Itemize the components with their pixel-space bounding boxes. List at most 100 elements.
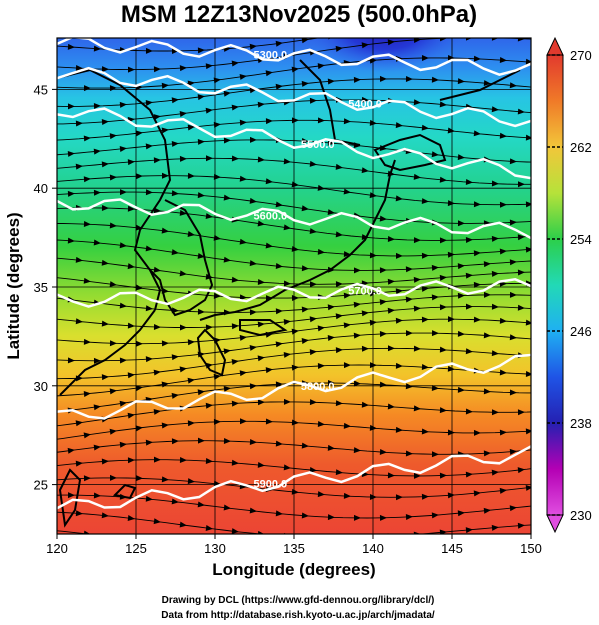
streamline-arrow xyxy=(361,96,369,103)
streamline-arrow xyxy=(205,402,213,409)
streamline-arrow xyxy=(197,501,205,508)
streamline-arrow xyxy=(335,400,343,407)
streamline-arrow xyxy=(343,292,351,299)
contour-label: 5400.0 xyxy=(348,99,382,111)
streamline-arrow xyxy=(275,308,283,315)
streamline-arrow xyxy=(343,188,351,195)
streamline-arrow xyxy=(223,137,231,144)
streamline-arrow xyxy=(354,28,362,35)
streamline-arrow xyxy=(283,224,291,231)
streamline-arrow xyxy=(431,330,439,337)
streamline-arrow xyxy=(379,381,387,388)
streamline-arrow xyxy=(187,231,195,237)
streamline-arrow xyxy=(231,60,239,67)
streamline-arrow xyxy=(413,472,421,479)
streamline-arrow xyxy=(83,176,91,183)
streamline-arrow xyxy=(447,429,455,436)
streamline-arrow xyxy=(509,505,517,512)
streamline-arrow xyxy=(187,172,195,179)
streamline-arrow xyxy=(145,305,153,312)
streamline-arrow xyxy=(457,220,465,227)
streamline-arrow xyxy=(421,55,429,62)
streamline-arrow xyxy=(187,339,195,346)
credit-data: Data from http://database.rish.kyoto-u.a… xyxy=(161,610,435,621)
streamline-arrow xyxy=(127,322,135,329)
streamline-arrow xyxy=(491,350,499,357)
streamline-arrow xyxy=(265,70,273,77)
streamline-arrow xyxy=(135,340,143,347)
streamline-arrow xyxy=(93,148,101,155)
streamline-arrow xyxy=(127,515,135,522)
streamline-arrow xyxy=(499,487,507,494)
streamline-arrow xyxy=(362,534,369,540)
streamline-arrow xyxy=(499,248,507,255)
streamline-arrow xyxy=(439,346,447,353)
streamline-arrow xyxy=(387,236,395,242)
streamline-arrow xyxy=(187,377,195,384)
streamline-arrow xyxy=(499,132,507,139)
streamline-arrow xyxy=(447,55,455,62)
streamline-arrow xyxy=(457,292,465,299)
streamline-arrow xyxy=(291,488,299,495)
streamline-arrow xyxy=(369,290,377,297)
streamline-arrow xyxy=(249,438,257,445)
streamline-arrow xyxy=(517,304,525,311)
streamline-arrow xyxy=(457,263,465,270)
streamline-arrow xyxy=(93,444,101,451)
streamline-arrow xyxy=(431,294,439,301)
island-small xyxy=(112,483,137,500)
streamline-arrow xyxy=(465,348,473,355)
streamline-arrow xyxy=(405,450,413,457)
streamline-arrow xyxy=(361,345,369,352)
streamline-arrow xyxy=(343,422,351,429)
streamline-arrow xyxy=(405,514,413,521)
streamline-arrow xyxy=(275,381,283,388)
streamline-arrow xyxy=(395,426,403,433)
colorbar-tick-label: 238 xyxy=(570,416,592,431)
streamline-arrow xyxy=(275,83,283,90)
streamline-arrow xyxy=(509,448,517,455)
streamline-arrow xyxy=(317,117,325,124)
colorbar-bar xyxy=(546,54,564,516)
height-contour xyxy=(57,38,531,77)
streamline-arrow xyxy=(447,316,455,323)
streamline-arrow xyxy=(517,181,525,188)
y-tick-label: 35 xyxy=(34,280,48,295)
streamline-arrow xyxy=(197,192,205,199)
streamline-arrow xyxy=(101,259,109,266)
streamline-arrow xyxy=(206,155,213,162)
streamline-arrow xyxy=(197,138,205,145)
streamline-arrow xyxy=(162,541,170,548)
streamline-arrow xyxy=(171,190,179,197)
streamline-arrow xyxy=(145,99,153,106)
streamline-arrow xyxy=(171,249,179,256)
y-axis-ticks: 25 30 35 40 45 xyxy=(34,82,57,493)
streamline-arrow xyxy=(301,205,309,212)
streamline-arrow xyxy=(75,510,83,517)
streamline-arrow xyxy=(223,437,231,444)
streamline-arrow xyxy=(439,304,447,311)
streamline-arrow xyxy=(517,269,525,276)
streamline-arrow xyxy=(291,328,299,335)
streamline-arrow xyxy=(75,318,83,325)
streamline-arrow xyxy=(353,332,361,339)
streamline-arrow xyxy=(265,418,273,425)
streamline-arrow xyxy=(379,215,387,222)
streamline-arrow xyxy=(422,547,429,554)
x-tick-label: 145 xyxy=(441,541,463,556)
streamline-arrow xyxy=(67,103,75,110)
streamline-arrow xyxy=(153,66,161,73)
plot-area: 5900.0 5800.0 5700.0 5600.0 5500.0 5400.0 5300… xyxy=(57,28,531,559)
streamline-arrow xyxy=(231,459,239,466)
streamline-arrow xyxy=(317,362,325,369)
contour-label: 5800.0 xyxy=(301,381,335,393)
streamline-arrow xyxy=(318,553,325,559)
streamline-arrow xyxy=(361,42,369,49)
streamline-arrow xyxy=(379,330,387,337)
streamline-arrow xyxy=(395,494,403,501)
x-tick-label: 150 xyxy=(520,541,542,556)
streamline-arrow xyxy=(309,160,317,167)
streamline-arrow xyxy=(421,364,429,371)
streamline-arrow xyxy=(509,334,517,341)
